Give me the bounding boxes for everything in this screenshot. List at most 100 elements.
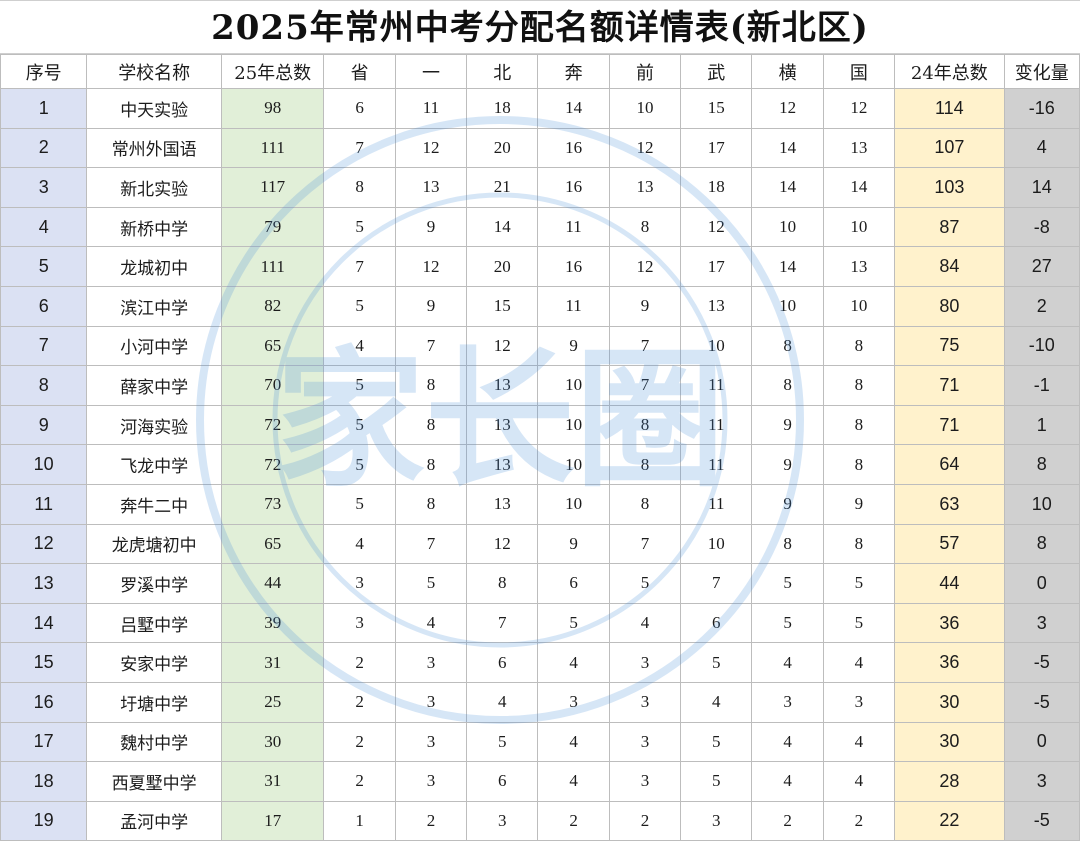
cell-guo: 5	[822, 563, 896, 604]
cell-total-2024: 64	[894, 444, 1005, 485]
quota-table: 序号 学校名称 25年总数 省 一 北 奔 前 武 横 国 24年总数 变化量 …	[0, 54, 1080, 841]
cell-school-name: 安家中学	[86, 642, 222, 683]
cell-total-2024: 71	[894, 404, 1005, 446]
cell-total-2024: 36	[894, 642, 1005, 683]
cell-school-name: 飞龙中学	[86, 444, 222, 485]
table-row: 1 中天实验 98 6 11 18 14 10 15 12 12 114 -16	[0, 88, 1080, 129]
cell-total-2025: 111	[220, 127, 325, 169]
cell-guo: 13	[822, 127, 896, 169]
cell-total-2025: 72	[220, 404, 325, 446]
cell-guo: 3	[822, 681, 896, 723]
cell-heng: 14	[751, 246, 824, 287]
cell-guo: 12	[822, 88, 896, 129]
cell-total-2025: 65	[220, 325, 325, 367]
cell-bei: 20	[466, 246, 539, 287]
cell-heng: 8	[751, 365, 824, 406]
cell-sheng: 7	[323, 246, 396, 287]
cell-qian: 13	[608, 167, 682, 208]
cell-yi: 8	[394, 365, 468, 406]
cell-total-2024: 84	[894, 246, 1005, 287]
cell-total-2024: 75	[894, 325, 1005, 367]
cell-sheng: 3	[323, 563, 396, 604]
cell-qian: 8	[608, 206, 682, 248]
table-row: 17 魏村中学 30 2 3 5 4 3 5 4 4 30 0	[0, 721, 1080, 763]
cell-school-name: 小河中学	[86, 325, 222, 367]
cell-guo: 13	[822, 246, 896, 287]
cell-index: 18	[0, 761, 88, 802]
cell-yi: 8	[394, 483, 468, 525]
table-row: 3 新北实验 117 8 13 21 16 13 18 14 14 103 14	[0, 167, 1080, 208]
cell-heng: 8	[751, 325, 824, 367]
cell-total-2024: 44	[894, 563, 1005, 604]
cell-index: 1	[0, 88, 88, 129]
table-row: 8 薛家中学 70 5 8 13 10 7 11 8 8 71 -1	[0, 365, 1080, 406]
cell-sheng: 5	[323, 404, 396, 446]
cell-bei: 8	[466, 563, 539, 604]
cell-heng: 4	[751, 642, 824, 683]
cell-total-2024: 30	[894, 681, 1005, 723]
cell-sheng: 4	[323, 523, 396, 565]
cell-qian: 8	[608, 444, 682, 485]
cell-bei: 13	[466, 483, 539, 525]
header-total-2025: 25年总数	[220, 54, 325, 89]
table-row: 5 龙城初中 111 7 12 20 16 12 17 14 13 84 27	[0, 246, 1080, 287]
cell-wu: 4	[680, 681, 753, 723]
cell-bei: 6	[466, 642, 539, 683]
cell-total-2025: 79	[220, 206, 325, 248]
cell-heng: 9	[751, 483, 824, 525]
cell-change: -5	[1003, 681, 1080, 723]
cell-change: -1	[1003, 365, 1080, 406]
cell-total-2024: 36	[894, 602, 1005, 644]
cell-total-2025: 111	[220, 246, 325, 287]
table-row: 16 圩塘中学 25 2 3 4 3 3 4 3 3 30 -5	[0, 681, 1080, 723]
table-row: 13 罗溪中学 44 3 5 8 6 5 7 5 5 44 0	[0, 563, 1080, 604]
cell-wu: 13	[680, 285, 753, 327]
cell-sheng: 7	[323, 127, 396, 169]
cell-bei: 12	[466, 325, 539, 367]
cell-bei: 20	[466, 127, 539, 169]
header-ben: 奔	[537, 54, 610, 89]
header-heng: 横	[751, 54, 824, 89]
cell-index: 17	[0, 721, 88, 763]
cell-heng: 4	[751, 761, 824, 802]
cell-qian: 10	[608, 88, 682, 129]
cell-index: 2	[0, 127, 88, 169]
cell-index: 9	[0, 404, 88, 446]
cell-yi: 7	[394, 523, 468, 565]
cell-index: 10	[0, 444, 88, 485]
cell-qian: 2	[608, 800, 682, 841]
cell-bei: 12	[466, 523, 539, 565]
cell-heng: 14	[751, 167, 824, 208]
cell-wu: 7	[680, 563, 753, 604]
cell-wu: 10	[680, 523, 753, 565]
cell-wu: 11	[680, 404, 753, 446]
cell-sheng: 3	[323, 602, 396, 644]
cell-sheng: 4	[323, 325, 396, 367]
header-change: 变化量	[1003, 54, 1080, 89]
cell-bei: 3	[466, 800, 539, 841]
cell-bei: 6	[466, 761, 539, 802]
cell-bei: 14	[466, 206, 539, 248]
cell-total-2024: 80	[894, 285, 1005, 327]
cell-wu: 12	[680, 206, 753, 248]
cell-change: 0	[1003, 721, 1080, 763]
cell-total-2024: 87	[894, 206, 1005, 248]
cell-bei: 18	[466, 88, 539, 129]
cell-sheng: 5	[323, 206, 396, 248]
cell-school-name: 魏村中学	[86, 721, 222, 763]
cell-heng: 14	[751, 127, 824, 169]
cell-yi: 2	[394, 800, 468, 841]
cell-guo: 14	[822, 167, 896, 208]
cell-school-name: 中天实验	[86, 88, 222, 129]
cell-sheng: 6	[323, 88, 396, 129]
cell-yi: 9	[394, 206, 468, 248]
cell-sheng: 5	[323, 365, 396, 406]
cell-change: -5	[1003, 800, 1080, 841]
cell-heng: 8	[751, 523, 824, 565]
cell-total-2025: 31	[220, 761, 325, 802]
cell-wu: 17	[680, 246, 753, 287]
cell-sheng: 2	[323, 761, 396, 802]
header-index: 序号	[0, 54, 88, 89]
cell-change: 0	[1003, 563, 1080, 604]
cell-bei: 7	[466, 602, 539, 644]
